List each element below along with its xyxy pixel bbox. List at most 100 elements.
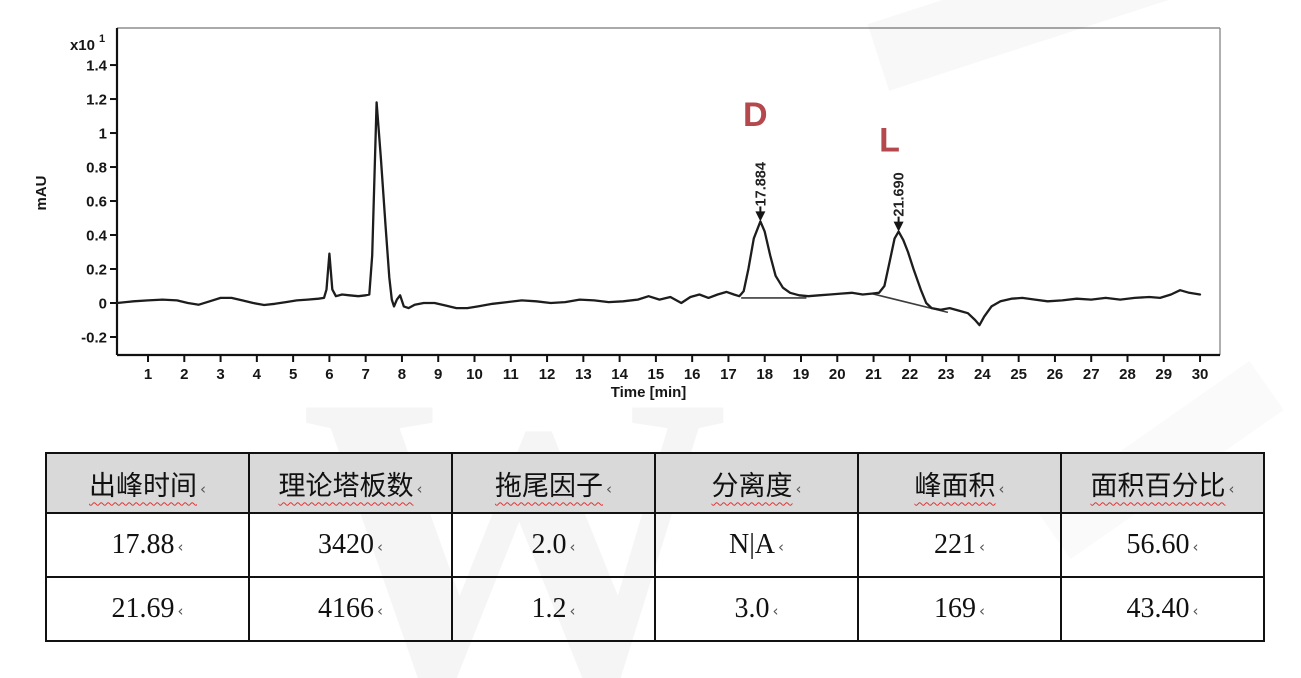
x-tick-label: 20 bbox=[829, 366, 846, 383]
data-cell: 4166 ‹ bbox=[248, 576, 453, 642]
cell-value: 4166 bbox=[318, 593, 374, 624]
y-tick-label: 0.4 bbox=[86, 228, 108, 245]
cell-value: 21.69 bbox=[111, 593, 175, 624]
end-of-cell-mark: ‹ bbox=[1192, 538, 1199, 556]
header-cell: 出峰时间 ‹ bbox=[45, 452, 250, 514]
x-tick-label: 13 bbox=[575, 366, 592, 383]
x-tick-label: 3 bbox=[216, 366, 224, 383]
end-of-cell-mark: ‹ bbox=[998, 479, 1005, 498]
x-tick-label: 29 bbox=[1155, 366, 1172, 383]
data-cell: 2.0 ‹ bbox=[451, 512, 656, 578]
end-of-cell-mark: ‹ bbox=[795, 479, 802, 498]
x-tick-label: 12 bbox=[539, 366, 556, 383]
peak-arrow-head bbox=[893, 221, 904, 232]
header-cell: 理论塔板数 ‹ bbox=[248, 452, 453, 514]
y-tick-label: 1.2 bbox=[86, 92, 107, 109]
header-row: 出峰时间 ‹ 理论塔板数 ‹ 拖尾因子 ‹ 分离度 ‹ 峰面积 ‹ 面积百分比 ‹ bbox=[45, 452, 1265, 514]
x-tick-label: 30 bbox=[1192, 366, 1209, 383]
y-tick-label: 0.8 bbox=[86, 160, 107, 177]
cell-value: 169 bbox=[934, 593, 976, 624]
end-of-cell-mark: ‹ bbox=[377, 602, 383, 620]
header-label: 出峰时间 bbox=[89, 470, 197, 501]
x-tick-label: 23 bbox=[938, 366, 955, 383]
peak-letter-label: D bbox=[743, 96, 768, 134]
x-tick-label: 4 bbox=[253, 366, 262, 383]
y-tick-label: 0 bbox=[99, 295, 107, 312]
header-cell: 峰面积 ‹ bbox=[857, 452, 1062, 514]
end-of-cell-mark: ‹ bbox=[416, 479, 423, 498]
x-tick-label: 27 bbox=[1083, 366, 1100, 383]
header-label: 分离度 bbox=[711, 470, 793, 501]
y-scale-label: x10 bbox=[70, 37, 95, 54]
x-tick-label: 11 bbox=[503, 366, 519, 383]
data-cell: 1.2 ‹ bbox=[451, 576, 656, 642]
y-tick-label: 1.4 bbox=[86, 58, 108, 75]
y-tick-label: 0.6 bbox=[86, 194, 107, 211]
data-cell: 221 ‹ bbox=[857, 512, 1062, 578]
x-tick-label: 21 bbox=[865, 366, 882, 383]
results-table-header: 出峰时间 ‹ 理论塔板数 ‹ 拖尾因子 ‹ 分离度 ‹ 峰面积 ‹ 面积百分比 ‹ bbox=[45, 452, 1265, 514]
y-tick-label: 1 bbox=[99, 126, 107, 143]
header-cell: 面积百分比 ‹ bbox=[1060, 452, 1265, 514]
x-tick-label: 14 bbox=[611, 366, 628, 383]
end-of-cell-mark: ‹ bbox=[200, 479, 206, 498]
x-tick-label: 17 bbox=[720, 366, 737, 383]
header-label: 面积百分比 bbox=[1090, 470, 1226, 501]
cell-value: 221 bbox=[934, 529, 976, 560]
header-label: 理论塔板数 bbox=[278, 470, 414, 501]
header-label: 拖尾因子 bbox=[495, 470, 603, 501]
end-of-cell-mark: ‹ bbox=[979, 538, 985, 556]
chromatogram-plot: -0.200.20.40.60.811.21.41 2 3 4 5 6 7 8 9 10 11 12 1… bbox=[33, 27, 1221, 401]
header-cell: 分离度 ‹ bbox=[654, 452, 859, 514]
y-scale-exponent: 1 bbox=[99, 33, 105, 45]
results-table-body: 17.88 ‹ 3420 ‹ 2.0 ‹ N|A ‹ 221 ‹ 56.60 ‹ 21.69 ‹ 4166 ‹… bbox=[45, 512, 1265, 642]
end-of-cell-mark: ‹ bbox=[569, 538, 576, 556]
end-of-cell-mark: ‹ bbox=[778, 538, 785, 556]
table-row: 21.69 ‹ 4166 ‹ 1.2 ‹ 3.0 ‹ 169 ‹ 43.40 ‹ bbox=[45, 576, 1265, 642]
x-tick-label: 16 bbox=[684, 366, 701, 383]
x-tick-label: 22 bbox=[901, 366, 918, 383]
x-tick-label: 15 bbox=[648, 366, 665, 383]
cell-value: N|A bbox=[728, 529, 776, 560]
signal-trace bbox=[116, 101, 1202, 327]
cell-value: 56.60 bbox=[1126, 529, 1190, 560]
cell-value: 2.0 bbox=[531, 529, 567, 560]
x-tick-label: 24 bbox=[974, 366, 991, 383]
cell-value: 3.0 bbox=[734, 593, 770, 624]
peak-letter-label: L bbox=[879, 122, 900, 160]
data-cell: 21.69 ‹ bbox=[45, 576, 250, 642]
data-cell: 17.88 ‹ bbox=[45, 512, 250, 578]
x-tick-label: 2 bbox=[180, 366, 188, 383]
x-axis-title: Time [min] bbox=[611, 384, 687, 401]
peak-rt-label: 17.884 bbox=[753, 162, 769, 206]
end-of-cell-mark: ‹ bbox=[377, 538, 383, 556]
header-label: 峰面积 bbox=[914, 470, 996, 501]
end-of-cell-mark: ‹ bbox=[1192, 602, 1199, 620]
x-tick-label: 19 bbox=[793, 366, 810, 383]
data-cell: N|A ‹ bbox=[654, 512, 859, 578]
x-tick-label: 9 bbox=[434, 366, 442, 383]
end-of-cell-mark: ‹ bbox=[606, 479, 612, 498]
x-tick-label: 7 bbox=[362, 366, 370, 383]
x-tick-label: 8 bbox=[398, 366, 406, 383]
x-tick-label: 26 bbox=[1047, 366, 1064, 383]
end-of-cell-mark: ‹ bbox=[772, 602, 779, 620]
data-cell: 43.40 ‹ bbox=[1060, 576, 1265, 642]
y-tick-label: 0.2 bbox=[86, 262, 107, 279]
end-of-cell-mark: ‹ bbox=[569, 602, 576, 620]
x-tick-label: 10 bbox=[466, 366, 483, 383]
end-of-cell-mark: ‹ bbox=[1228, 479, 1235, 498]
x-tick-label: 1 bbox=[144, 366, 152, 383]
end-of-cell-mark: ‹ bbox=[979, 602, 985, 620]
end-of-cell-mark: ‹ bbox=[177, 538, 184, 556]
peak-arrow-head bbox=[755, 211, 766, 222]
x-tick-label: 5 bbox=[289, 366, 297, 383]
cell-value: 3420 bbox=[318, 529, 374, 560]
data-cell: 3420 ‹ bbox=[248, 512, 453, 578]
data-cell: 169 ‹ bbox=[857, 576, 1062, 642]
data-cell: 3.0 ‹ bbox=[654, 576, 859, 642]
x-tick-label: 25 bbox=[1010, 366, 1027, 383]
data-cell: 56.60 ‹ bbox=[1060, 512, 1265, 578]
peak-rt-label: 21.690 bbox=[892, 172, 908, 216]
